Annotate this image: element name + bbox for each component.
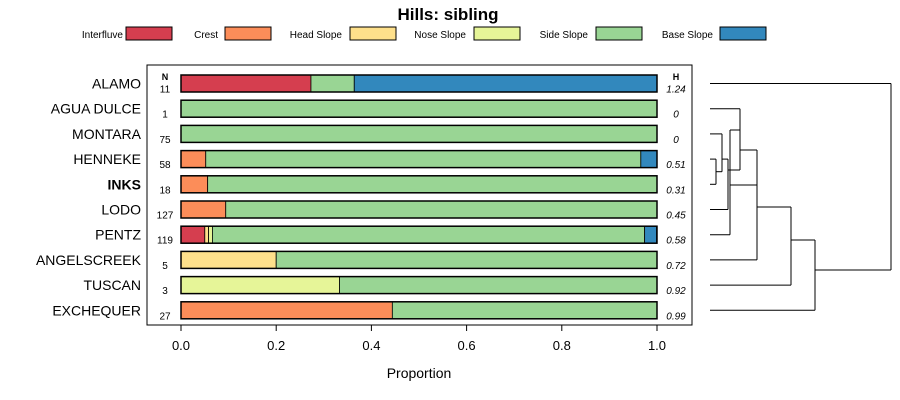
bar-segment [644,225,657,244]
bar-segment [180,74,312,93]
h-column-header: H [673,72,680,82]
legend-label: Base Slope [662,30,714,41]
x-tick-label: 0.8 [553,338,571,353]
legend-label: Interfluve [82,30,124,41]
bar-segment [208,225,213,244]
bar-segment [225,200,658,219]
legend-label: Nose Slope [414,30,466,41]
bar-outline [180,74,658,93]
bar-segment [180,225,206,244]
bar-segment [180,150,207,169]
legend-swatch [224,26,272,41]
n-column-header: N [162,72,169,82]
row-label: TUSCAN [83,277,141,293]
bar-segment [180,276,340,295]
bar-outline [180,250,658,270]
h-value: 0.92 [666,286,686,297]
h-value: 0.51 [666,160,685,171]
h-value: 1.24 [666,85,686,96]
h-value: 0.45 [666,211,686,222]
n-value: 119 [157,236,173,247]
x-tick-label: 1.0 [648,338,666,353]
bar-outline [180,149,658,169]
bar-segment [205,150,642,169]
bar-segment [180,250,277,269]
n-value: 18 [159,185,171,196]
x-axis: 0.0 0.2 0.4 0.6 0.8 1.0 [172,325,666,353]
row-label: PENTZ [95,227,141,243]
row-label: LODO [101,202,141,218]
row-label: ANGELSCREEK [36,252,142,268]
bar-outline [180,124,658,144]
n-value: 27 [159,311,171,322]
n-value: 5 [162,261,168,272]
bar-segment [180,175,209,194]
bar-segment [391,301,658,320]
x-tick-label: 0.4 [362,338,380,353]
legend-label: Side Slope [540,30,589,41]
h-value: 0.99 [666,311,686,322]
bar-outline [180,225,658,244]
h-value: 0 [673,135,679,146]
chart-title: Hills: sibling [397,5,498,24]
bar-rows: ALAMO 11 1.24 AGUA DULCE 1 0 MONTARA 75 0 HENNEKE… [36,74,686,322]
row-label: EXCHEQUER [52,302,141,318]
row-label: INKS [108,176,141,192]
n-value: 11 [160,85,171,96]
row-label: AGUA DULCE [51,101,141,117]
bar-outline [180,301,658,320]
bar-segment [310,74,355,93]
h-value: 0 [673,110,679,121]
legend-label: Head Slope [290,30,343,41]
bar-segment [180,200,227,219]
bar-segment [339,276,658,295]
n-value: 3 [162,286,168,297]
bar-segment [180,99,658,118]
n-value: 58 [159,160,171,171]
bar-segment [207,175,658,194]
n-value: 75 [159,135,171,146]
legend-swatch [473,26,521,41]
bar-segment [275,250,658,269]
h-value: 0.72 [666,261,686,272]
n-value: 1 [162,110,168,121]
x-tick-label: 0.0 [172,338,190,353]
bar-segment [180,301,393,320]
legend-swatch [125,26,173,41]
bar-outline [180,99,658,118]
plot-panel [146,64,693,326]
legend-label: Crest [194,30,218,41]
bar-segment [180,125,658,143]
bar-segment [204,225,210,244]
h-value: 0.58 [666,236,686,247]
bar-segment [640,150,658,169]
x-tick-label: 0.2 [267,338,285,353]
legend-swatch [719,26,767,41]
legend: Interfluve Crest Head Slope Nose Slope Side … [82,26,767,41]
bar-segment [212,225,646,244]
legend-swatch [349,26,397,41]
row-label: ALAMO [92,76,141,92]
legend-swatch [595,26,643,41]
bar-segment [353,74,658,93]
x-axis-title: Proportion [387,365,452,381]
bar-outline [180,200,658,219]
dendrogram [710,83,892,311]
h-value: 0.31 [666,185,685,196]
x-tick-label: 0.6 [458,338,476,353]
row-label: HENNEKE [73,151,141,167]
row-label: MONTARA [72,126,142,142]
bar-outline [180,175,658,194]
n-value: 127 [157,211,174,222]
bar-outline [180,275,658,295]
